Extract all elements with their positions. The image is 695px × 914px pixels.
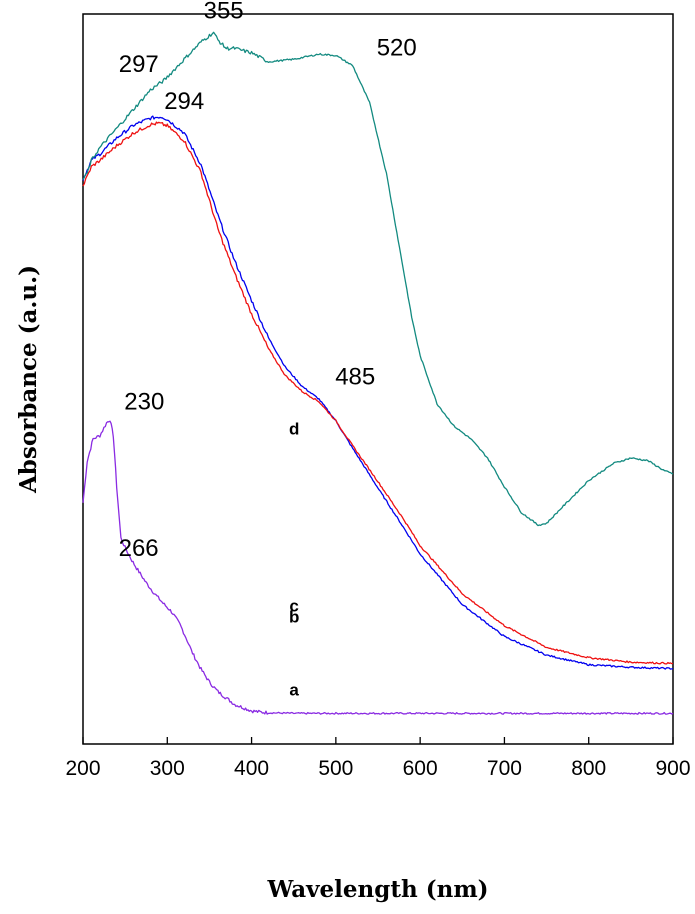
series-a-line bbox=[82, 420, 674, 715]
curve-label-d: d bbox=[289, 419, 299, 438]
x-tick-label-700: 700 bbox=[487, 757, 522, 780]
series-b-line bbox=[82, 115, 674, 670]
curve-label-b: b bbox=[289, 608, 299, 627]
x-tick-label-600: 600 bbox=[403, 757, 438, 780]
x-tick-label-800: 800 bbox=[571, 757, 606, 780]
peak-label-355: 355 bbox=[204, 0, 244, 24]
series-lines bbox=[82, 31, 674, 715]
peak-label-294: 294 bbox=[164, 88, 204, 115]
x-tick-label-400: 400 bbox=[234, 757, 269, 780]
curve-labels: a bc d bbox=[289, 419, 299, 699]
series-d-line bbox=[82, 31, 674, 527]
series-c-line bbox=[82, 121, 674, 665]
x-tick-label-200: 200 bbox=[65, 757, 100, 780]
peak-label-230: 230 bbox=[124, 389, 164, 416]
x-tick-label-900: 900 bbox=[655, 757, 690, 780]
curve-label-c: c bbox=[289, 597, 298, 616]
x-axis-tick-labels: 200 300 400 500 600 700 800 900 bbox=[65, 757, 690, 780]
x-axis-title: Wavelength (nm) bbox=[266, 876, 488, 903]
x-tick-label-500: 500 bbox=[318, 757, 353, 780]
peak-label-520: 520 bbox=[377, 35, 417, 62]
x-tick-label-300: 300 bbox=[150, 757, 185, 780]
peak-label-266: 266 bbox=[119, 535, 159, 562]
peak-label-297: 297 bbox=[119, 51, 159, 78]
curve-label-a: a bbox=[289, 680, 299, 699]
x-axis-ticks bbox=[82, 737, 674, 744]
y-axis-title: Absorbance (a.u.) bbox=[15, 265, 42, 494]
peak-label-485: 485 bbox=[335, 363, 375, 390]
plot-frame bbox=[82, 13, 674, 745]
